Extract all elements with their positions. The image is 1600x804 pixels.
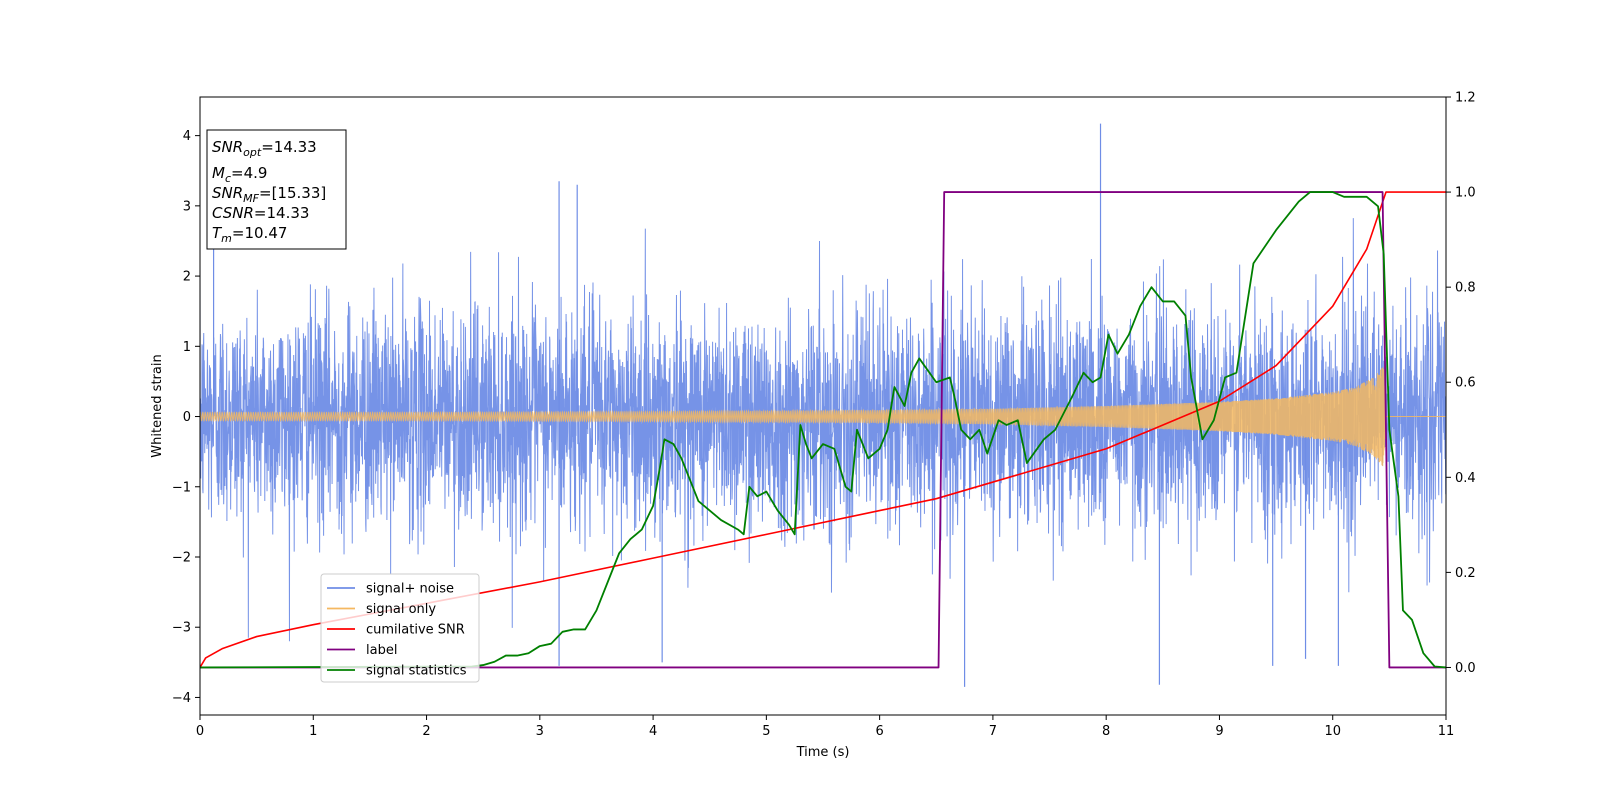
series-cumulative-snr-line — [200, 191, 1446, 668]
x-tick-label: 11 — [1438, 724, 1455, 739]
annotation-line: SNRopt=14.33 — [212, 138, 317, 159]
x-tick-label: 5 — [762, 724, 770, 739]
annotation-symbol: SNR — [212, 138, 243, 156]
annotation-line: SNRMF=[15.33] — [212, 184, 326, 205]
annotation-subscript: c — [225, 172, 231, 185]
legend-label: label — [366, 643, 397, 658]
annotation-line: Tm=10.47 — [212, 224, 287, 245]
annotation-symbol: SNR — [212, 184, 243, 202]
legend-label: signal+ noise — [366, 582, 454, 597]
y-right-tick-label: 1.2 — [1455, 91, 1476, 106]
y-right-tick-label: 0.2 — [1455, 566, 1476, 581]
legend-items: signal+ noise signal only cumilative SNR la… — [327, 582, 467, 679]
y-right-tick-label: 0.0 — [1455, 661, 1476, 676]
series-label-line — [200, 191, 1446, 669]
x-tick-label: 7 — [989, 724, 997, 739]
y-left-tick-label: −3 — [172, 621, 191, 636]
annotation-frame — [206, 129, 347, 250]
annotation-symbol: CSNR — [212, 204, 254, 222]
y-left-tick-label: −1 — [172, 480, 191, 495]
annotation-line: CSNR=14.33 — [212, 204, 309, 222]
y-left-tick-label: 4 — [183, 129, 191, 144]
plot-frame — [199, 96, 1447, 716]
series-layer — [200, 123, 1446, 687]
x-tick-label: 10 — [1324, 724, 1341, 739]
legend-label: cumilative SNR — [366, 623, 465, 638]
y-left-tick-label: 2 — [183, 270, 191, 285]
series-signal-only-line — [200, 367, 1446, 467]
x-axis-label: Time (s) — [796, 745, 850, 760]
y-left-tick-label: 3 — [183, 199, 191, 214]
series-signal-statistics-line — [200, 191, 1446, 669]
y-right-axis-ticks: 1.2 1.0 0.8 0.6 0.4 0.2 0.0 — [1446, 91, 1476, 676]
y-right-tick-label: 1.0 — [1455, 186, 1476, 201]
y-left-tick-label: −2 — [172, 550, 191, 565]
legend-frame — [320, 573, 480, 683]
annotation-box: SNRopt=14.33Mc=4.9SNRMF=[15.33]CSNR=14.3… — [206, 129, 347, 250]
x-tick-label: 0 — [196, 724, 204, 739]
x-tick-label: 4 — [649, 724, 657, 739]
annotation-line: Mc=4.9 — [212, 164, 267, 185]
annotation-value: =4.9 — [231, 164, 267, 182]
series-signal-noise-line — [200, 218, 1446, 642]
annotation-value: =10.47 — [232, 224, 288, 242]
annotation-value: =[15.33] — [259, 184, 326, 202]
x-tick-label: 9 — [1215, 724, 1223, 739]
annotation-value: =14.33 — [261, 138, 317, 156]
annotation-symbol: M — [212, 164, 225, 182]
y-left-tick-label: −4 — [172, 691, 191, 706]
y-axis-label: Whitened strain — [150, 354, 165, 457]
legend: signal+ noise signal only cumilative SNR la… — [320, 573, 480, 683]
y-left-tick-label: 0 — [183, 410, 191, 425]
x-tick-label: 8 — [1102, 724, 1110, 739]
y-right-tick-label: 0.6 — [1455, 376, 1476, 391]
x-axis-ticks: 0 1 2 3 4 5 6 7 8 9 10 11 — [196, 715, 1454, 739]
y-left-tick-label: 1 — [183, 340, 191, 355]
x-tick-label: 1 — [309, 724, 317, 739]
x-tick-label: 2 — [422, 724, 430, 739]
y-right-tick-label: 0.8 — [1455, 281, 1476, 296]
annotation-symbol: T — [212, 224, 223, 242]
x-tick-label: 6 — [875, 724, 883, 739]
legend-label: signal only — [366, 602, 436, 617]
annotation-value: =14.33 — [254, 204, 310, 222]
annotation-subscript: opt — [243, 146, 262, 159]
annotation-lines: SNRopt=14.33Mc=4.9SNRMF=[15.33]CSNR=14.3… — [212, 138, 326, 245]
legend-label: signal statistics — [366, 664, 467, 679]
annotation-subscript: m — [221, 232, 232, 245]
y-right-tick-label: 0.4 — [1455, 471, 1476, 486]
y-left-axis-ticks: 4 3 2 1 0 −1 −2 −3 −4 — [172, 129, 200, 706]
x-tick-label: 3 — [536, 724, 544, 739]
annotation-subscript: MF — [243, 192, 259, 205]
